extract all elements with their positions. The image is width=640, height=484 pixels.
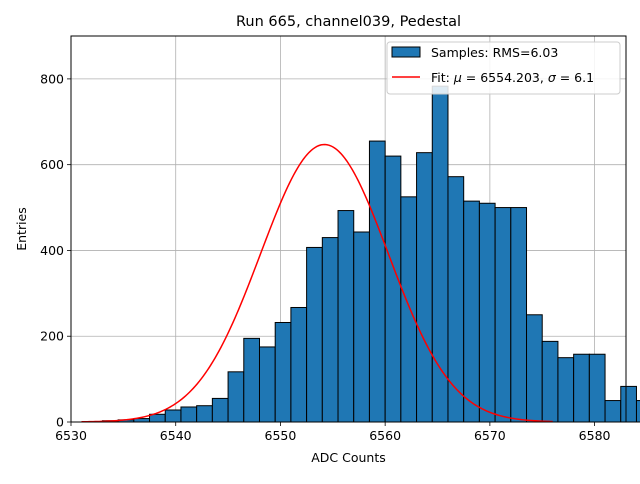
x-axis-label: ADC Counts bbox=[311, 450, 386, 465]
legend-fit-label: Fit: μ = 6554.203, σ = 6.1 bbox=[431, 70, 594, 85]
axis-ticks: 6530 6540 6550 6560 6570 6580 0 200 400 600 800 bbox=[40, 71, 610, 443]
histogram-bar bbox=[620, 385, 637, 423]
legend-fit-mid: = 6554.203, bbox=[462, 70, 548, 85]
histogram-bar bbox=[274, 321, 292, 423]
histogram-bar bbox=[400, 196, 418, 423]
histogram-bar bbox=[306, 246, 323, 423]
x-tick-label: 6530 bbox=[55, 428, 87, 443]
y-tick-label: 800 bbox=[40, 71, 64, 86]
histogram-bar bbox=[227, 371, 245, 423]
legend-samples-swatch bbox=[391, 46, 421, 58]
histogram-bar bbox=[290, 306, 308, 423]
x-tick-label: 6550 bbox=[265, 428, 297, 443]
histogram-bar bbox=[243, 337, 260, 423]
legend-fit-suffix: = 6.1 bbox=[556, 70, 594, 85]
histogram-bar bbox=[368, 140, 386, 423]
y-tick-label: 0 bbox=[56, 415, 64, 430]
histogram-bar bbox=[431, 85, 449, 423]
histogram-bar bbox=[478, 202, 496, 423]
y-axis-label: Entries bbox=[14, 207, 29, 251]
histogram-bar bbox=[604, 400, 622, 423]
x-tick-label: 6560 bbox=[369, 428, 401, 443]
histogram-bar bbox=[510, 207, 528, 423]
histogram-bar bbox=[196, 405, 213, 423]
histogram-bar bbox=[384, 155, 402, 423]
legend-fit-mu-symbol: μ bbox=[453, 70, 462, 85]
histogram-bar bbox=[557, 357, 575, 423]
histogram-bar bbox=[635, 400, 640, 423]
histogram-bar bbox=[494, 207, 512, 423]
fit-curve bbox=[81, 143, 553, 423]
histogram-bar bbox=[447, 176, 465, 423]
chart-title: Run 665, channel039, Pedestal bbox=[236, 14, 461, 30]
histogram-bar bbox=[541, 340, 559, 423]
histogram-bar bbox=[353, 231, 370, 423]
legend: Samples: RMS=6.03 Fit: μ = 6554.203, σ =… bbox=[386, 41, 621, 95]
histogram-bar bbox=[321, 237, 339, 423]
axes-frame bbox=[70, 35, 627, 423]
fit-curve-group bbox=[81, 143, 553, 423]
y-tick-label: 400 bbox=[40, 243, 64, 258]
legend-fit-prefix: Fit: bbox=[431, 70, 454, 85]
x-tick-label: 6540 bbox=[160, 428, 192, 443]
y-tick-label: 200 bbox=[40, 329, 64, 344]
histogram-bar bbox=[337, 210, 355, 423]
y-tick-label: 600 bbox=[40, 157, 64, 172]
x-tick-label: 6580 bbox=[579, 428, 611, 443]
histogram-bar bbox=[526, 314, 543, 423]
histogram-bar bbox=[463, 200, 480, 423]
legend-samples-label: Samples: RMS=6.03 bbox=[431, 45, 558, 60]
x-tick-label: 6570 bbox=[474, 428, 506, 443]
histogram-bar bbox=[164, 409, 182, 423]
histogram-bar bbox=[180, 406, 198, 423]
histogram-bar bbox=[416, 152, 433, 423]
histogram-bar bbox=[588, 353, 606, 423]
legend-box bbox=[386, 41, 621, 95]
histogram-bar bbox=[573, 353, 590, 423]
histogram-bar bbox=[258, 346, 276, 423]
histogram-bar bbox=[211, 397, 229, 423]
legend-fit-sigma-symbol: σ bbox=[548, 70, 557, 85]
